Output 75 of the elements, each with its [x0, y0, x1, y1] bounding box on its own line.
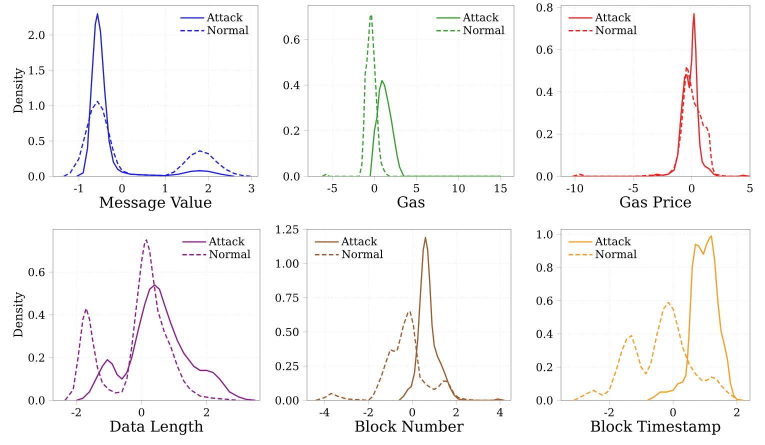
x-axis-title: Block Timestamp: [590, 420, 720, 435]
legend-label: Normal: [209, 250, 250, 258]
x-tick-label: 0: [670, 408, 676, 416]
y-axis-title: Density: [14, 68, 25, 113]
legend-label: Attack: [595, 12, 631, 22]
x-tick-label: 5: [414, 184, 420, 192]
x-tick-label: 0: [410, 408, 416, 416]
y-tick-label: 0.4: [28, 310, 45, 319]
y-tick-label: 2.0: [28, 30, 44, 39]
y-tick-label: 0.8: [536, 263, 552, 272]
x-tick-label: 3: [248, 184, 254, 192]
y-tick-label: 0.25: [276, 362, 298, 370]
y-tick-label: 0.6: [28, 268, 45, 276]
y-tick-label: 0.75: [276, 293, 298, 302]
y-tick-label: 0.50: [276, 328, 298, 336]
y-tick-label: 0.2: [536, 362, 552, 372]
y-tick-label: 0.4: [536, 330, 553, 338]
legend-label: Normal: [596, 250, 637, 258]
x-tick-label: 2: [734, 408, 740, 416]
x-axis-title: Gas: [398, 196, 425, 208]
legend-label: Attack: [462, 12, 499, 22]
y-tick-label: 1.5: [29, 66, 44, 74]
x-tick-label: -1: [74, 184, 83, 192]
x-tick-label: 10: [452, 184, 465, 192]
x-tick-label: 0: [119, 184, 125, 192]
legend-label: Normal: [342, 250, 383, 258]
x-tick-label: -10: [566, 184, 584, 192]
x-tick-label: -4: [320, 408, 330, 416]
legend-label: Normal: [207, 26, 248, 34]
legend-label: Attack: [341, 236, 378, 246]
y-axis-title: Density: [14, 292, 25, 337]
y-tick-label: 1.00: [276, 259, 298, 268]
y-tick-label: 0.6: [536, 296, 553, 305]
x-tick-label: -2: [604, 408, 614, 416]
x-tick-label: 2: [453, 408, 459, 416]
y-tick-label: 0.0: [536, 172, 552, 180]
x-axis-title: Data Length: [110, 420, 204, 435]
y-tick-label: 0.0: [284, 172, 300, 180]
x-tick-label: 0: [372, 184, 378, 192]
y-tick-label: 1.25: [276, 225, 298, 234]
x-tick-label: -2: [364, 408, 373, 416]
x-tick-label: 1: [163, 184, 168, 192]
x-tick-label: -5: [328, 184, 337, 192]
y-tick-label: 0.4: [536, 88, 553, 96]
y-tick-label: 0.2: [536, 130, 552, 138]
y-tick-label: 0.6: [536, 45, 553, 54]
y-tick-label: 0.00: [276, 396, 298, 404]
x-tick-label: -2: [72, 408, 81, 416]
y-tick-label: 0.4: [284, 80, 300, 90]
x-tick-label: 15: [494, 184, 507, 192]
x-tick-label: 2: [204, 408, 210, 416]
legend-label: Attack: [595, 236, 631, 246]
x-tick-label: 4: [496, 408, 503, 416]
y-tick-label: 0.8: [536, 3, 552, 12]
y-tick-label: 0.5: [28, 136, 44, 145]
y-tick-label: 0.0: [536, 396, 552, 404]
y-tick-label: 0.2: [28, 353, 44, 362]
x-tick-label: 2: [206, 184, 211, 192]
y-tick-label: 1.0: [29, 101, 44, 110]
x-axis-title: Block Number: [355, 420, 464, 432]
x-axis-title: Message Value: [100, 196, 212, 211]
y-tick-label: 0.6: [284, 35, 300, 44]
x-tick-label: 5: [747, 184, 753, 192]
legend-label: Attack: [208, 236, 245, 246]
x-axis-title: Gas Price: [620, 196, 691, 208]
legend-label: Attack: [206, 12, 243, 22]
y-tick-label: 1.0: [537, 230, 552, 238]
y-tick-label: 0.2: [284, 126, 300, 135]
x-tick-label: 0: [688, 184, 694, 192]
y-tick-label: 0.0: [28, 172, 44, 180]
x-tick-label: -5: [628, 184, 638, 192]
x-tick-label: 0: [138, 408, 144, 416]
legend-label: Normal: [463, 26, 504, 34]
legend-label: Normal: [596, 26, 637, 34]
y-tick-label: 0.0: [28, 396, 44, 404]
